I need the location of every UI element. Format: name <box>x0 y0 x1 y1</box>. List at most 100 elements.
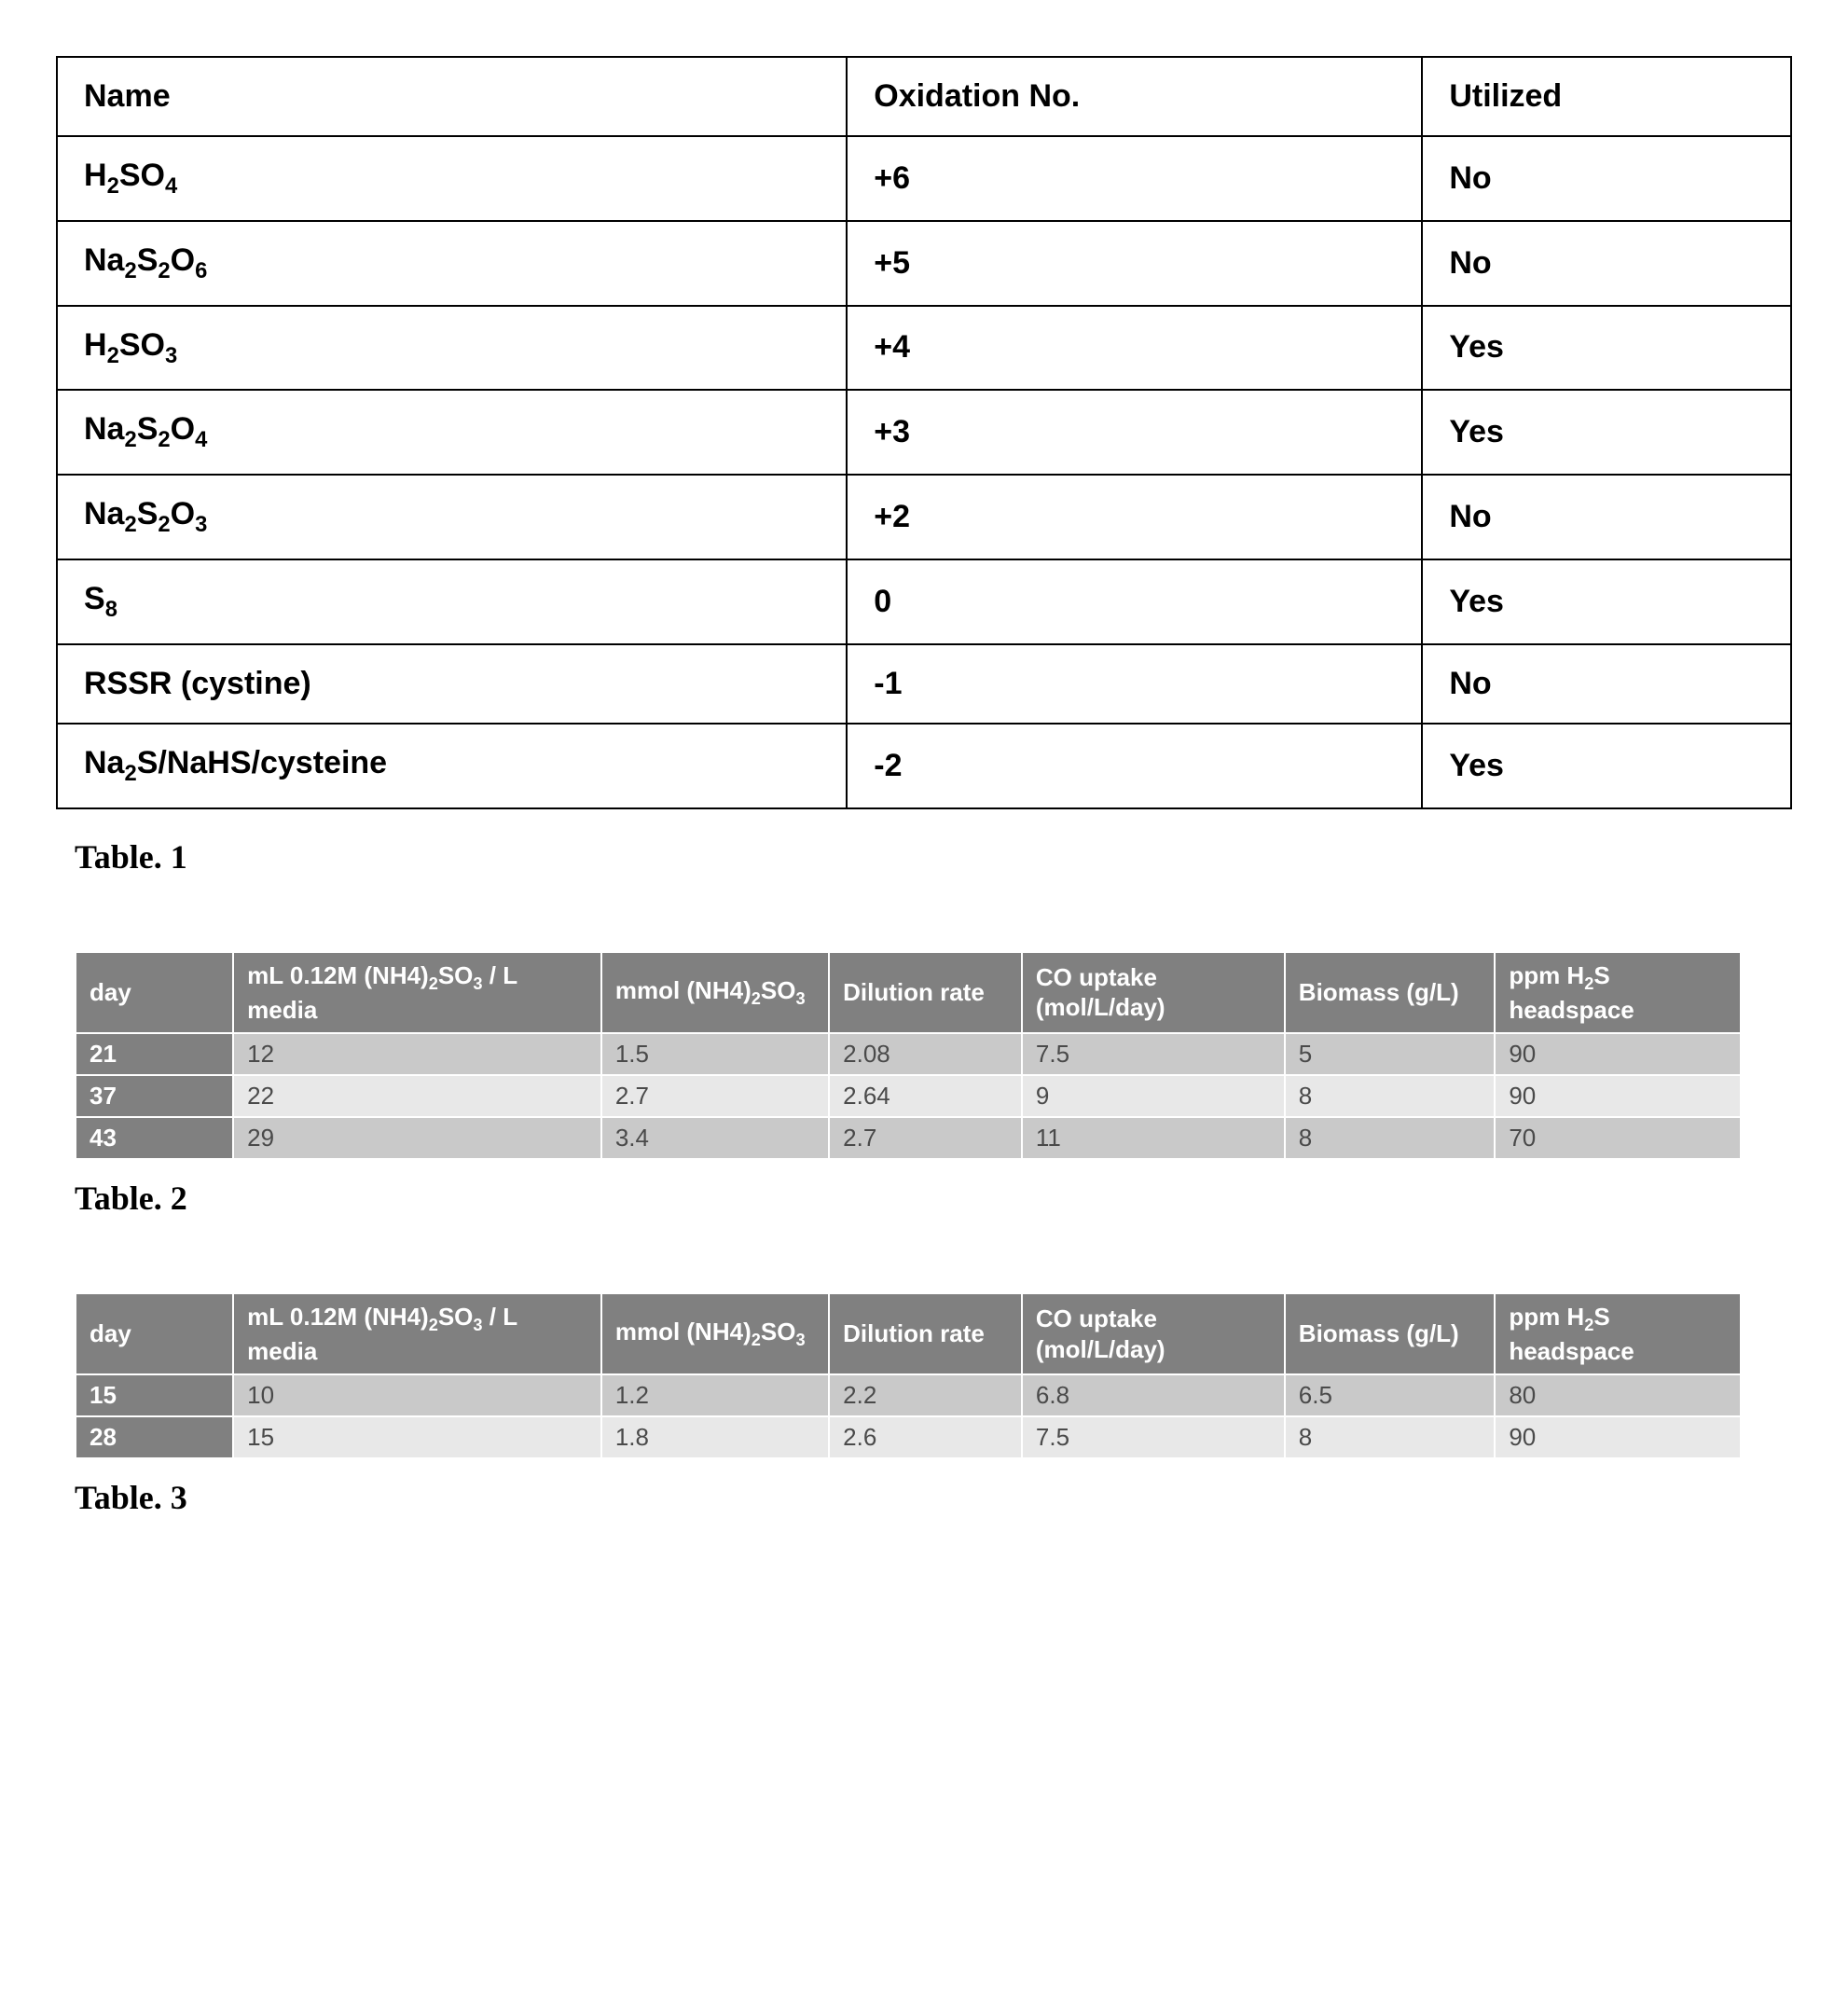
cell-ml: 10 <box>233 1374 601 1416</box>
table-3-col-co: CO uptake (mol/L/day) <box>1022 1293 1285 1374</box>
cell-oxno: +2 <box>847 475 1422 559</box>
table-3-col-bio: Biomass (g/L) <box>1285 1293 1496 1374</box>
table-1-header-row: Name Oxidation No. Utilized <box>57 57 1791 136</box>
cell-day: 15 <box>76 1374 233 1416</box>
cell-dil: 2.2 <box>829 1374 1022 1416</box>
cell-utilized: Yes <box>1422 559 1791 644</box>
cell-co: 9 <box>1022 1075 1285 1117</box>
cell-ppm: 70 <box>1495 1117 1740 1159</box>
cell-ml: 12 <box>233 1033 601 1075</box>
table-3-col-dil: Dilution rate <box>829 1293 1022 1374</box>
table-1-body: H2SO4+6NoNa2S2O6+5NoH2SO3+4YesNa2S2O4+3Y… <box>57 136 1791 808</box>
cell-name: S8 <box>57 559 847 644</box>
table-row: 28151.82.67.5890 <box>76 1416 1741 1458</box>
cell-oxno: 0 <box>847 559 1422 644</box>
cell-oxno: -2 <box>847 724 1422 808</box>
cell-mmol: 3.4 <box>601 1117 829 1159</box>
table-row: RSSR (cystine)-1No <box>57 644 1791 724</box>
table-3-header-row: day mL 0.12M (NH4)2SO3 / L media mmol (N… <box>76 1293 1741 1374</box>
cell-co: 11 <box>1022 1117 1285 1159</box>
cell-name: H2SO4 <box>57 136 847 221</box>
cell-dil: 2.6 <box>829 1416 1022 1458</box>
table-3-col-day: day <box>76 1293 233 1374</box>
cell-ml: 15 <box>233 1416 601 1458</box>
table-row: 37222.72.649890 <box>76 1075 1741 1117</box>
cell-dil: 2.64 <box>829 1075 1022 1117</box>
table-row: 43293.42.711870 <box>76 1117 1741 1159</box>
cell-oxno: +6 <box>847 136 1422 221</box>
cell-utilized: Yes <box>1422 724 1791 808</box>
cell-bio: 8 <box>1285 1416 1496 1458</box>
table-3-caption: Table. 3 <box>75 1478 1792 1517</box>
table-3-body: 15101.22.26.86.58028151.82.67.5890 <box>76 1374 1741 1458</box>
table-2-caption: Table. 2 <box>75 1179 1792 1218</box>
table-2-body: 21121.52.087.559037222.72.64989043293.42… <box>76 1033 1741 1159</box>
table-row: 21121.52.087.5590 <box>76 1033 1741 1075</box>
cell-bio: 5 <box>1285 1033 1496 1075</box>
table-2-col-ppm: ppm H2S headspace <box>1495 952 1740 1033</box>
cell-ppm: 90 <box>1495 1416 1740 1458</box>
cell-day: 37 <box>76 1075 233 1117</box>
cell-name: Na2S2O4 <box>57 390 847 475</box>
cell-utilized: No <box>1422 136 1791 221</box>
cell-name: H2SO3 <box>57 306 847 391</box>
cell-oxno: -1 <box>847 644 1422 724</box>
table-row: Na2S/NaHS/cysteine-2Yes <box>57 724 1791 808</box>
table-row: H2SO3+4Yes <box>57 306 1791 391</box>
table-1-caption: Table. 1 <box>75 837 1792 876</box>
cell-day: 28 <box>76 1416 233 1458</box>
cell-utilized: No <box>1422 644 1791 724</box>
table-2-col-dil: Dilution rate <box>829 952 1022 1033</box>
table-row: Na2S2O3+2No <box>57 475 1791 559</box>
table-2-col-co: CO uptake (mol/L/day) <box>1022 952 1285 1033</box>
cell-co: 7.5 <box>1022 1033 1285 1075</box>
cell-mmol: 1.5 <box>601 1033 829 1075</box>
table-3: day mL 0.12M (NH4)2SO3 / L media mmol (N… <box>75 1292 1742 1459</box>
cell-utilized: Yes <box>1422 306 1791 391</box>
cell-ppm: 90 <box>1495 1075 1740 1117</box>
table-1-col-utilized: Utilized <box>1422 57 1791 136</box>
table-3-col-ppm: ppm H2S headspace <box>1495 1293 1740 1374</box>
table-2-col-bio: Biomass (g/L) <box>1285 952 1496 1033</box>
cell-utilized: No <box>1422 221 1791 306</box>
table-2-col-mmol: mmol (NH4)2SO3 <box>601 952 829 1033</box>
cell-dil: 2.7 <box>829 1117 1022 1159</box>
cell-oxno: +4 <box>847 306 1422 391</box>
cell-co: 7.5 <box>1022 1416 1285 1458</box>
cell-ppm: 80 <box>1495 1374 1740 1416</box>
table-3-col-ml: mL 0.12M (NH4)2SO3 / L media <box>233 1293 601 1374</box>
table-3-col-mmol: mmol (NH4)2SO3 <box>601 1293 829 1374</box>
table-2-header-row: day mL 0.12M (NH4)2SO3 / L media mmol (N… <box>76 952 1741 1033</box>
cell-co: 6.8 <box>1022 1374 1285 1416</box>
cell-bio: 8 <box>1285 1117 1496 1159</box>
cell-dil: 2.08 <box>829 1033 1022 1075</box>
table-1-col-oxno: Oxidation No. <box>847 57 1422 136</box>
cell-mmol: 1.8 <box>601 1416 829 1458</box>
cell-mmol: 2.7 <box>601 1075 829 1117</box>
table-1-col-name: Name <box>57 57 847 136</box>
cell-day: 21 <box>76 1033 233 1075</box>
cell-name: Na2S2O6 <box>57 221 847 306</box>
cell-oxno: +5 <box>847 221 1422 306</box>
table-row: H2SO4+6No <box>57 136 1791 221</box>
cell-bio: 8 <box>1285 1075 1496 1117</box>
page: Name Oxidation No. Utilized H2SO4+6NoNa2… <box>56 56 1792 1517</box>
table-row: 15101.22.26.86.580 <box>76 1374 1741 1416</box>
table-2: day mL 0.12M (NH4)2SO3 / L media mmol (N… <box>75 951 1742 1160</box>
cell-ml: 22 <box>233 1075 601 1117</box>
table-1: Name Oxidation No. Utilized H2SO4+6NoNa2… <box>56 56 1792 809</box>
table-row: S80Yes <box>57 559 1791 644</box>
table-2-col-day: day <box>76 952 233 1033</box>
cell-name: Na2S/NaHS/cysteine <box>57 724 847 808</box>
cell-day: 43 <box>76 1117 233 1159</box>
cell-name: RSSR (cystine) <box>57 644 847 724</box>
cell-ml: 29 <box>233 1117 601 1159</box>
cell-ppm: 90 <box>1495 1033 1740 1075</box>
table-row: Na2S2O4+3Yes <box>57 390 1791 475</box>
cell-bio: 6.5 <box>1285 1374 1496 1416</box>
table-2-col-ml: mL 0.12M (NH4)2SO3 / L media <box>233 952 601 1033</box>
table-row: Na2S2O6+5No <box>57 221 1791 306</box>
cell-name: Na2S2O3 <box>57 475 847 559</box>
cell-utilized: Yes <box>1422 390 1791 475</box>
cell-utilized: No <box>1422 475 1791 559</box>
